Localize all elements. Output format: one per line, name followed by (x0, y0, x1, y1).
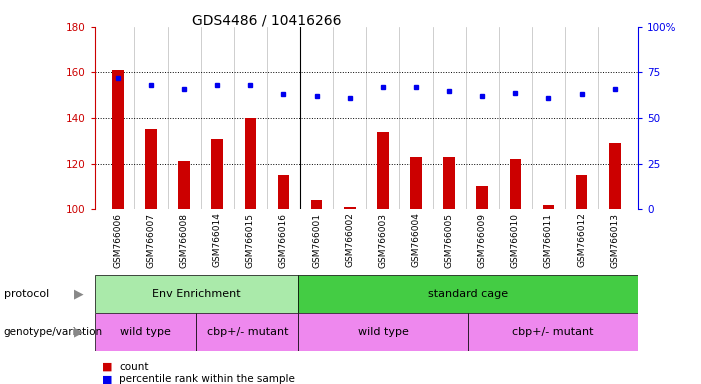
Bar (410, 157, 422, 209)
Bar (311, 200, 322, 209)
Text: GSM766004: GSM766004 (411, 213, 421, 267)
Bar (609, 143, 620, 209)
Bar (477, 187, 488, 209)
Text: percentile rank within the sample: percentile rank within the sample (119, 374, 295, 384)
Bar (468, 313, 638, 351)
Bar (112, 70, 123, 209)
Text: GSM766001: GSM766001 (312, 213, 321, 268)
Text: wild type: wild type (358, 327, 409, 337)
Text: GDS4486 / 10416266: GDS4486 / 10416266 (191, 13, 341, 27)
Text: cbp+/- mutant: cbp+/- mutant (207, 327, 288, 337)
Text: GSM766009: GSM766009 (477, 213, 486, 268)
Bar (344, 207, 355, 209)
Text: cbp+/- mutant: cbp+/- mutant (512, 327, 594, 337)
Bar (299, 313, 468, 351)
Text: standard cage: standard cage (428, 289, 508, 299)
Bar (196, 313, 299, 351)
Text: wild type: wild type (120, 327, 171, 337)
Text: GSM766005: GSM766005 (444, 213, 454, 268)
Text: GSM766014: GSM766014 (212, 213, 222, 267)
Bar (576, 175, 587, 209)
Text: GSM766003: GSM766003 (379, 213, 388, 268)
Bar (245, 118, 256, 209)
Text: GSM766007: GSM766007 (147, 213, 156, 268)
Text: GSM766013: GSM766013 (611, 213, 619, 268)
Text: GSM766006: GSM766006 (114, 213, 122, 268)
Bar (543, 205, 554, 209)
Bar (178, 161, 190, 209)
Text: Env Enrichment: Env Enrichment (152, 289, 241, 299)
Text: GSM766015: GSM766015 (246, 213, 255, 268)
Text: GSM766011: GSM766011 (544, 213, 553, 268)
Text: ▶: ▶ (74, 326, 83, 339)
Text: GSM766008: GSM766008 (179, 213, 189, 268)
Bar (377, 132, 388, 209)
Text: ▶: ▶ (74, 287, 83, 300)
Bar (95, 313, 196, 351)
Bar (95, 275, 299, 313)
Text: count: count (119, 362, 149, 372)
Text: genotype/variation: genotype/variation (4, 327, 102, 337)
Text: GSM766016: GSM766016 (279, 213, 288, 268)
Text: GSM766010: GSM766010 (511, 213, 520, 268)
Bar (145, 129, 157, 209)
Text: ■: ■ (102, 362, 112, 372)
Bar (212, 139, 223, 209)
Text: GSM766012: GSM766012 (577, 213, 586, 267)
Bar (278, 175, 290, 209)
Text: ■: ■ (102, 374, 112, 384)
Bar (510, 159, 521, 209)
Text: protocol: protocol (4, 289, 49, 299)
Text: GSM766002: GSM766002 (345, 213, 354, 267)
Bar (443, 157, 455, 209)
Bar (299, 275, 638, 313)
